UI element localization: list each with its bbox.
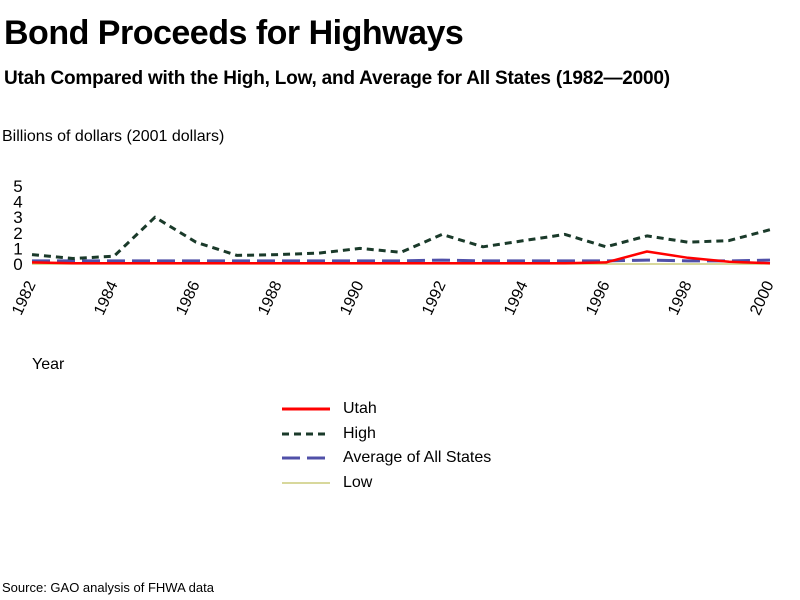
x-tick-label: 1984	[91, 278, 121, 318]
legend-label-low: Low	[343, 474, 373, 492]
y-tick-label: 0	[13, 255, 22, 274]
series-line-utah	[31, 250, 771, 265]
legend-swatch-utah	[282, 407, 330, 411]
y-tick-label: 4	[13, 193, 22, 212]
x-tick-label: 1996	[583, 278, 613, 318]
legend-label-utah: Utah	[343, 400, 377, 418]
series-line-high	[31, 215, 771, 260]
legend-swatch-low	[282, 482, 330, 484]
legend-item-average: Average of All States	[280, 446, 491, 471]
legend-label-average: Average of All States	[343, 449, 492, 467]
source-note: Source: GAO analysis of FHWA data	[2, 580, 214, 595]
x-tick-label: 1998	[665, 278, 695, 318]
legend-label-high: High	[343, 424, 376, 442]
y-axis-label: Billions of dollars (2001 dollars)	[2, 128, 225, 145]
legend-item-low: Low	[280, 471, 491, 496]
x-tick-label: 2000	[747, 278, 777, 318]
x-axis-label: Year	[32, 356, 65, 373]
x-tick-label: 1992	[419, 278, 449, 318]
legend-item-utah: Utah	[280, 397, 491, 422]
series-line-average-of-all-states	[32, 258, 771, 263]
x-tick-label: 1988	[255, 278, 285, 318]
legend: Utah High Average of All States Low	[280, 397, 491, 495]
chart-subtitle: Utah Compared with the High, Low, and Av…	[4, 68, 670, 89]
chart-title: Bond Proceeds for Highways	[4, 14, 464, 52]
x-tick-label: 1982	[9, 278, 39, 318]
legend-swatch-average	[282, 456, 330, 460]
x-tick-label: 1986	[173, 278, 203, 318]
legend-item-high: High	[280, 422, 491, 447]
y-tick-label: 1	[13, 239, 22, 258]
y-tick-label: 3	[13, 208, 22, 227]
x-tick-label: 1990	[337, 278, 367, 318]
legend-swatch-high	[282, 432, 330, 436]
y-tick-label: 5	[13, 177, 22, 196]
y-tick-label: 2	[13, 224, 22, 243]
x-tick-label: 1994	[501, 278, 531, 318]
